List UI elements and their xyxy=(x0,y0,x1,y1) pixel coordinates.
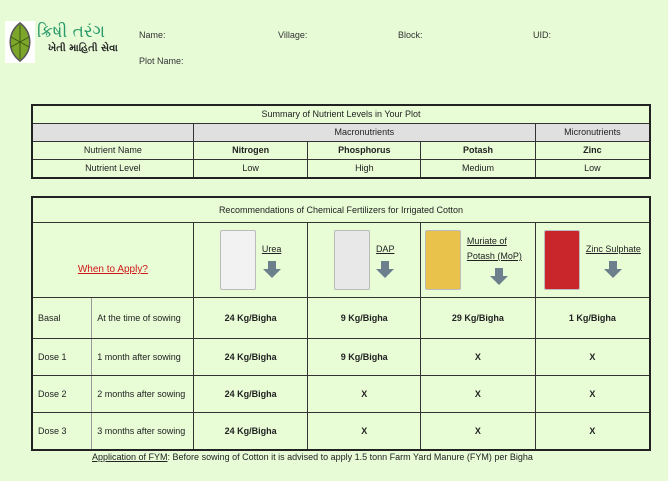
name-label: Name: xyxy=(139,30,166,40)
fertilizer-name: Muriate of Potash (MoP) xyxy=(466,236,522,261)
down-arrow-icon xyxy=(376,260,395,278)
nutrient-level: High xyxy=(307,158,422,179)
fertilizer-name: Urea xyxy=(261,243,282,254)
dose-amount: 24 Kg/Bigha xyxy=(192,411,309,451)
fym-note: Application of FYM: Before sowing of Cot… xyxy=(92,452,533,462)
nutrient-name-label: Nutrient Name xyxy=(31,140,194,160)
dose-time: 3 months after sowing xyxy=(91,411,194,451)
block-label: Block: xyxy=(398,30,423,40)
micronutrients-header: Micronutrients xyxy=(534,122,651,142)
macronutrients-header: Macronutrients xyxy=(192,122,536,142)
logo-subtitle: ખેતી માહિતી સેવા xyxy=(48,43,118,54)
fertilizer-bag-image xyxy=(424,229,461,290)
logo xyxy=(5,21,35,63)
nutrient-summary-table: Summary of Nutrient Levels in Your Plot … xyxy=(31,104,651,179)
dose-row: Basal At the time of sowing 24 Kg/Bigha 9 K… xyxy=(31,296,651,339)
dose-time: 1 month after sowing xyxy=(91,337,194,376)
fym-label: Application of FYM xyxy=(92,452,168,462)
nutrient-name: Potash xyxy=(420,140,536,160)
dose-label: Dose 2 xyxy=(31,374,92,413)
dose-amount: 9 Kg/Bigha xyxy=(307,337,422,376)
when-to-apply-label: When to Apply? xyxy=(77,264,148,275)
recommendation-title: Recommendations of Chemical Fertilizers … xyxy=(31,196,651,223)
dose-amount: X xyxy=(534,411,651,451)
dose-amount: X xyxy=(534,374,651,413)
fym-text: : Before sowing of Cotton it is advised … xyxy=(167,452,533,462)
dose-amount: 29 Kg/Bigha xyxy=(420,296,536,339)
uid-label: UID: xyxy=(533,30,551,40)
down-arrow-icon xyxy=(262,260,281,278)
fertilizer-bag-image xyxy=(543,229,580,290)
fertilizer-bag-image xyxy=(333,229,370,290)
fertilizer-name: Zinc Sulphate xyxy=(585,243,641,254)
dose-amount: 9 Kg/Bigha xyxy=(307,296,422,339)
dose-label: Basal xyxy=(31,296,92,339)
down-arrow-icon xyxy=(489,268,508,285)
nutrient-level: Low xyxy=(192,158,309,179)
village-label: Village: xyxy=(278,30,308,40)
dose-amount: X xyxy=(420,411,536,451)
plot-name-label: Plot Name: xyxy=(139,56,184,66)
dose-amount: 24 Kg/Bigha xyxy=(192,296,309,339)
nutrient-level: Low xyxy=(534,158,651,179)
dose-time: 2 months after sowing xyxy=(91,374,194,413)
nutrient-name: Nitrogen xyxy=(192,140,309,160)
nutrient-name: Phosphorus xyxy=(307,140,422,160)
down-arrow-icon xyxy=(604,260,623,278)
logo-title: ક્રિષી તરંગ xyxy=(37,22,106,42)
dose-label: Dose 1 xyxy=(31,337,92,376)
dose-amount: X xyxy=(307,374,422,413)
fertilizer-bag-image xyxy=(219,229,256,290)
fertilizer-recommendation-table: Recommendations of Chemical Fertilizers … xyxy=(31,196,651,451)
summary-title: Summary of Nutrient Levels in Your Plot xyxy=(31,104,651,124)
nutrient-level: Medium xyxy=(420,158,536,179)
dose-amount: X xyxy=(420,337,536,376)
leaf-logo-icon xyxy=(9,22,31,62)
dose-amount: 1 Kg/Bigha xyxy=(534,296,651,339)
fertilizer-name: DAP xyxy=(375,243,395,254)
nutrient-level-label: Nutrient Level xyxy=(31,158,194,179)
dose-amount: 24 Kg/Bigha xyxy=(192,374,309,413)
nutrient-name: Zinc xyxy=(534,140,651,160)
dose-amount: X xyxy=(307,411,422,451)
dose-amount: 24 Kg/Bigha xyxy=(192,337,309,376)
dose-label: Dose 3 xyxy=(31,411,92,451)
dose-amount: X xyxy=(534,337,651,376)
dose-amount: X xyxy=(420,374,536,413)
dose-time: At the time of sowing xyxy=(91,296,194,339)
